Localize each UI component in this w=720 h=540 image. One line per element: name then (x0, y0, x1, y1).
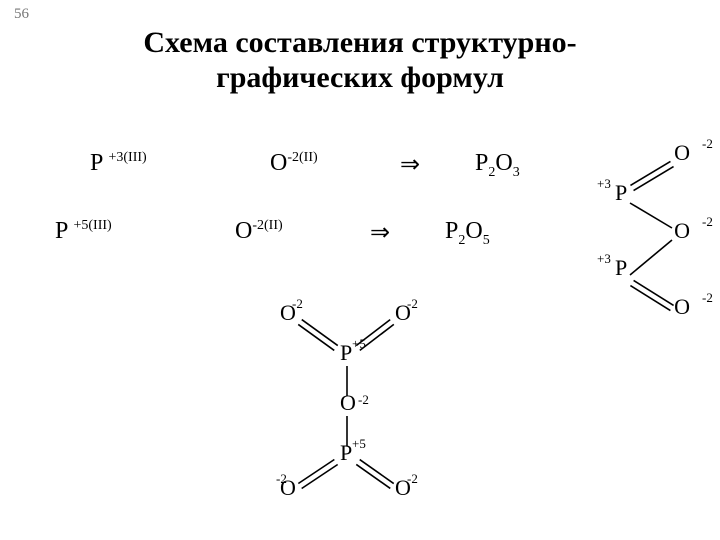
svg-text:+5: +5 (352, 336, 366, 351)
svg-text:-2: -2 (358, 392, 369, 407)
svg-text:P: P (340, 340, 352, 365)
svg-text:O: O (340, 390, 356, 415)
svg-text:-2: -2 (276, 471, 287, 486)
structure-p2o5: O-2O-2P+5O-2P+5O-2O-2 (0, 0, 720, 540)
svg-text:P: P (340, 440, 352, 465)
svg-text:+5: +5 (352, 436, 366, 451)
svg-text:-2: -2 (292, 296, 303, 311)
svg-text:-2: -2 (407, 296, 418, 311)
svg-text:-2: -2 (407, 471, 418, 486)
